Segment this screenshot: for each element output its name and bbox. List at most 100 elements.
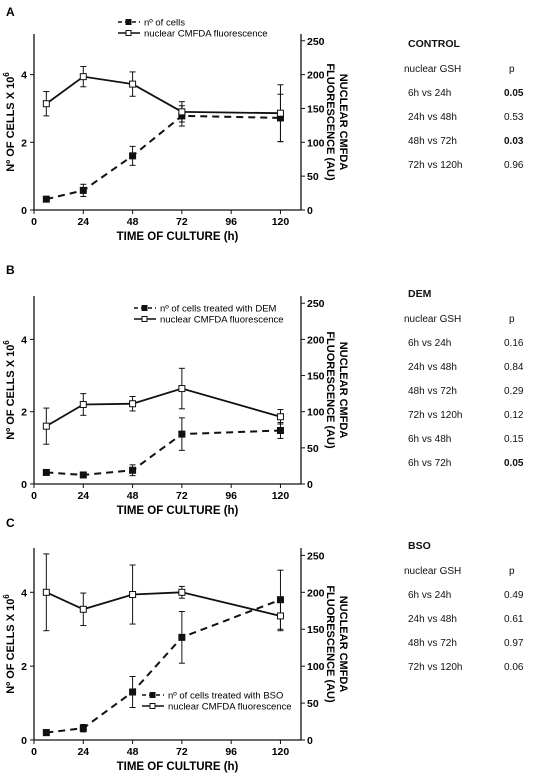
stats-p-value: 0.96	[504, 160, 524, 171]
stats-title: BSO	[408, 540, 431, 552]
panel-letter: C	[6, 516, 15, 530]
x-axis-label: TIME OF CULTURE (h)	[117, 761, 239, 773]
x-tick-label: 96	[225, 746, 237, 758]
x-tick-label: 0	[31, 746, 37, 758]
y-left-tick-label: 0	[21, 205, 27, 217]
data-point	[42, 588, 50, 596]
stats-p-value: 0.61	[504, 614, 524, 625]
legend-marker	[125, 19, 132, 25]
stats-header-label: nuclear GSH	[404, 314, 462, 325]
stats-comparison: 6h vs 72h	[408, 458, 452, 469]
stats-comparison: 24h vs 48h	[408, 614, 457, 625]
legend-label: nuclear CMFDA fluorescence	[144, 29, 268, 40]
stats-comparison: 24h vs 48h	[408, 112, 457, 123]
data-point	[178, 108, 186, 116]
data-point	[79, 724, 87, 732]
x-tick-label: 48	[127, 216, 139, 228]
stats-title: DEM	[408, 288, 432, 300]
stats-p-value: 0.05	[504, 88, 524, 99]
y-right-axis-label-line2: FLUORESCENCE (AU)	[324, 63, 336, 181]
y-left-tick-label: 0	[21, 735, 27, 747]
stats-header-p: p	[509, 566, 515, 577]
data-point	[42, 422, 50, 430]
y-right-tick-label: 150	[307, 371, 325, 383]
stats-p-value: 0.03	[504, 136, 524, 147]
stats-p-value: 0.05	[504, 458, 524, 469]
data-point	[79, 400, 87, 408]
stats-p-value: 0.97	[504, 638, 524, 649]
data-point	[276, 109, 284, 117]
stats-p-value: 0.84	[504, 362, 524, 373]
legend-marker	[141, 316, 148, 322]
data-point	[129, 466, 137, 474]
stats-comparison: 72h vs 120h	[408, 662, 463, 673]
y-right-tick-label: 200	[307, 70, 325, 82]
stats-p-value: 0.06	[504, 662, 524, 673]
stats-comparison: 72h vs 120h	[408, 410, 463, 421]
x-tick-label: 96	[225, 490, 237, 502]
x-tick-label: 72	[176, 216, 188, 228]
y-right-tick-label: 50	[307, 698, 319, 710]
y-left-tick-label: 0	[21, 479, 27, 491]
series-fluorescence	[42, 553, 284, 632]
legend-marker	[141, 305, 148, 311]
series-cells	[42, 93, 284, 203]
y-left-axis-label: Nº OF CELLS X 106	[2, 72, 17, 172]
x-tick-label: 0	[31, 216, 37, 228]
y-left-tick-label: 2	[21, 407, 27, 419]
y-right-tick-label: 0	[307, 735, 313, 747]
y-right-axis-label-line2: FLUORESCENCE (AU)	[324, 331, 336, 449]
data-point	[276, 612, 284, 620]
stats-p-value: 0.15	[504, 434, 524, 445]
stats-comparison: 24h vs 48h	[408, 362, 457, 373]
series-fluorescence	[42, 65, 284, 143]
data-point	[79, 186, 87, 194]
legend-label: nº of cells treated with DEM	[160, 304, 277, 315]
y-right-tick-label: 50	[307, 443, 319, 455]
legend-marker	[149, 703, 156, 709]
series-line	[46, 429, 281, 476]
stats-p-value: 0.12	[504, 410, 524, 421]
data-point	[178, 430, 186, 438]
data-point	[178, 633, 186, 641]
series-line	[46, 114, 281, 201]
y-right-tick-label: 0	[307, 479, 313, 491]
series-cells	[42, 417, 284, 479]
x-axis-label: TIME OF CULTURE (h)	[117, 231, 239, 243]
data-point	[79, 471, 87, 479]
data-point	[276, 426, 284, 434]
data-point	[42, 729, 50, 737]
legend-marker	[149, 692, 156, 698]
stats-comparison: 48h vs 72h	[408, 386, 457, 397]
y-left-axis-label: Nº OF CELLS X 106	[2, 340, 17, 440]
stats-header-label: nuclear GSH	[404, 64, 462, 75]
y-right-tick-label: 200	[307, 587, 325, 599]
stats-comparison: 6h vs 24h	[408, 88, 452, 99]
x-tick-label: 24	[77, 746, 89, 758]
stats-comparison: 6h vs 48h	[408, 434, 452, 445]
series-line	[46, 598, 281, 734]
series-fluorescence	[42, 367, 284, 445]
stats-comparison: 6h vs 24h	[408, 338, 452, 349]
y-right-tick-label: 250	[307, 550, 325, 562]
stats-header-label: nuclear GSH	[404, 566, 462, 577]
legend-label: nuclear CMFDA fluorescence	[160, 315, 284, 326]
y-right-tick-label: 100	[307, 137, 325, 149]
data-point	[79, 605, 87, 613]
data-point	[42, 468, 50, 476]
y-right-tick-label: 100	[307, 661, 325, 673]
data-point	[129, 591, 137, 599]
stats-header-p: p	[509, 314, 515, 325]
stats-comparison: 48h vs 72h	[408, 638, 457, 649]
y-left-axis-label: Nº OF CELLS X 106	[2, 594, 17, 694]
data-point	[42, 195, 50, 203]
y-right-tick-label: 250	[307, 298, 325, 310]
y-right-axis-label-line1: NUCLEAR CMFDA	[337, 596, 349, 693]
series-line	[45, 75, 281, 115]
y-right-tick-label: 200	[307, 334, 325, 346]
data-point	[129, 688, 137, 696]
